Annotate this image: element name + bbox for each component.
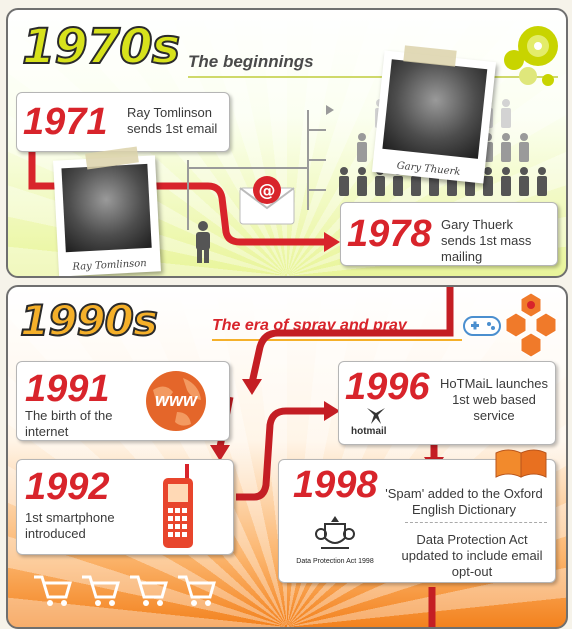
event-year: 1991 — [25, 368, 110, 410]
data-protection-act-label: Data Protection Act 1998 — [296, 558, 374, 565]
photo-gary-thuerk: Gary Thuerk — [371, 50, 497, 184]
event-card-1992: 1992 1st smartphone introduced — [16, 459, 234, 555]
event-description: The birth of the internet — [25, 408, 113, 439]
hexagon-network-icon — [505, 292, 557, 358]
event-year: 1998 — [293, 464, 378, 506]
event-description: 1st smartphone introduced — [25, 510, 115, 541]
subtitle-1970s: The beginnings — [188, 52, 314, 71]
cd-disc-icon — [504, 26, 558, 86]
section-1970s: 1970s The beginnings 1971 Ray Tomlinson … — [6, 8, 568, 278]
event-year: 1971 — [23, 101, 108, 143]
event-year: 1996 — [345, 366, 430, 408]
divider-1990s — [212, 339, 462, 341]
event-year: 1992 — [25, 466, 110, 508]
globe-icon — [146, 371, 206, 431]
event-card-1998: 1998 'Spam' added to the Oxford English … — [278, 459, 556, 583]
event-card-1996: 1996 HoTMaiL launches 1st web based serv… — [338, 361, 556, 445]
photo-caption: Ray Tomlinson — [72, 257, 148, 273]
open-book-icon — [495, 449, 547, 478]
event-card-1978: 1978 Gary Thuerk sends 1st mass mailing — [340, 202, 558, 266]
portrait-image — [61, 163, 152, 253]
event-description: HoTMaiL launches 1st web based service — [440, 376, 548, 423]
event-description-act: Data Protection Act updated to include e… — [401, 532, 543, 579]
hotmail-logo-icon — [367, 408, 385, 424]
event-year: 1978 — [347, 213, 432, 255]
decade-title-1970s: 1970s — [21, 19, 181, 75]
shopping-cart-icon — [34, 575, 72, 606]
royal-crest-icon — [315, 516, 355, 549]
shopping-cart-icon — [82, 575, 120, 606]
person-icon — [196, 221, 210, 263]
shopping-cart-icon — [130, 575, 168, 606]
event-card-1971: 1971 Ray Tomlinson sends 1st email — [16, 92, 230, 152]
shopping-cart-icon — [178, 575, 216, 606]
www-label: www — [154, 390, 197, 410]
email-envelope-icon: @ — [239, 176, 295, 225]
divider-1970s — [188, 76, 558, 78]
svg-text:@: @ — [259, 181, 276, 201]
timeline-arrow-1970s — [28, 105, 340, 252]
decade-title-1990s: 1990s — [19, 296, 159, 345]
portrait-image — [382, 59, 488, 159]
section-1990s: 1990s The era of spray and pray 1991 The… — [6, 285, 568, 629]
mobile-phone-icon — [163, 464, 193, 548]
card-divider — [405, 522, 547, 523]
photo-ray-tomlinson: Ray Tomlinson — [53, 155, 161, 276]
event-description-dictionary: 'Spam' added to the Oxford English Dicti… — [385, 486, 543, 517]
event-description: Gary Thuerk sends 1st mass mailing — [441, 217, 532, 264]
event-description: Ray Tomlinson sends 1st email — [127, 105, 218, 136]
event-card-1991: 1991 The birth of the internet www — [16, 361, 230, 441]
game-controller-icon — [463, 316, 501, 336]
hotmail-logo-text: hotmail — [351, 426, 387, 437]
